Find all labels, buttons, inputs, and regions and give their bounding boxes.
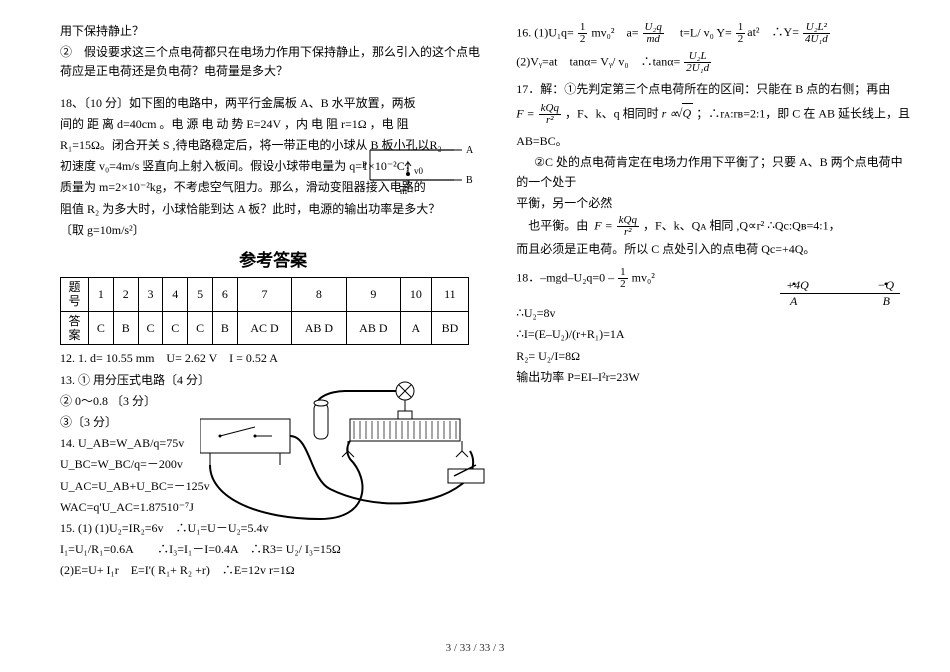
answers-heading: 参考答案 [60,246,486,271]
text: 也平衡。由 [528,218,588,232]
answer-17d: ②C 处的点电荷肯定在电场力作用下平衡了；只要 A、B 两个点电荷中的一个处于 [516,153,910,191]
text: a= [626,25,638,39]
text-line: 用下保持静止？ [60,22,486,41]
circuit-svg: A B v0 m P [362,140,492,204]
text: at² ∴Y= [747,25,799,39]
answer-18e: 输出功率 P=EI–I²r=23W [516,368,910,387]
q18-line: 间的 距 离 d=40cm 。电 源 电 动 势 E=24V ，内 电 阻 r=… [60,115,486,134]
svg-text:v0: v0 [414,166,424,176]
table-cell: 2 [113,277,138,311]
fraction: U₂L2U₁d [684,51,711,74]
table-cell: 11 [431,277,469,311]
capacitor-circuit-diagram: A B v0 m P [362,140,492,200]
table-row: 答案 C B C C C B AC D AB D AB D A BD [61,311,469,345]
text: ，F、k、q 相同时 [565,106,659,120]
formula: F = [516,106,534,120]
q18-line: 18、〔10 分〕如下图的电路中，两平行金属板 A、B 水平放置，两板 [60,94,486,113]
table-cell: 8 [292,277,346,311]
experiment-svg [200,379,500,539]
charge-line-diagram: +4Q −Q A B [780,278,900,309]
fraction: kQqr² [539,103,561,126]
sqrt: Q [682,103,693,123]
table-cell: C [188,311,213,345]
text-line: ② 假设要求这三个点电荷都只在电场力作用下保持静止，那么引入的这个点电荷应是正电… [60,43,486,81]
answers-table: 题号 1 2 3 4 5 6 7 8 9 10 11 答案 C B C C C … [60,277,469,346]
text: (2)Vᵧ=at tanα= Vᵧ/ v₀ ∴tanα= [516,54,680,68]
table-row: 题号 1 2 3 4 5 6 7 8 9 10 11 [61,277,469,311]
page-container: 用下保持静止？ ② 假设要求这三个点电荷都只在电场力作用下保持静止，那么引入的这… [0,0,950,672]
text: mv₀² [591,25,614,39]
point-label: B [883,294,890,309]
formula: F = [594,218,612,232]
answer-15c: (2)E=U+ I₁r E=I'( R₁+ R₂ +r) ∴E=12v r=1Ω [60,561,486,580]
table-cell: C [163,311,188,345]
table-cell: AB D [346,311,400,345]
experiment-diagram [200,379,500,539]
row-header: 答案 [61,311,89,345]
fraction: 12 [578,22,588,45]
table-cell: A [401,311,432,345]
table-cell: C [138,311,163,345]
answer-15b: I₁=U₁/R₁=0.6A ∴I₃=I₁－I=0.4A ∴R3= U₂/ I₃=… [60,540,486,559]
fraction: U₂L²4U₁d [803,22,830,45]
answer-17f: 也平衡。由 F = kQqr² ，F、k、Qᴀ 相同 ,Q∝r² ∴Qc:Qʙ=… [516,215,910,238]
text: ；∴rᴀ:rʙ=2:1，即 C 在 AB 延长线上，且 [696,106,910,120]
table-cell: B [113,311,138,345]
table-cell: 9 [346,277,400,311]
table-cell: 10 [401,277,432,311]
text: t=L/ v₀ Y= [680,25,732,39]
answer-16-1: 16. (1)U₁q= 12 mv₀² a= U₂qmd t=L/ v₀ Y= … [516,22,910,45]
table-cell: 3 [138,277,163,311]
table-cell: BD [431,311,469,345]
answer-17a: 17．解：①先判定第三个点电荷所在的区间：只能在 B 点的右侧；再由 [516,80,910,99]
answer-17h: 而且必须是正电荷。所以 C 点处引入的点电荷 Qc=+4Q。 [516,240,910,259]
row-header: 题号 [61,277,89,311]
table-cell: C [89,311,114,345]
answer-12: 12. 1. d= 10.55 mm U= 2.62 V I = 0.52 A [60,349,486,368]
table-cell: 4 [163,277,188,311]
answer-18c: ∴I=(E–U₂)/(r+R₁)=1A [516,325,910,344]
table-cell: B [212,311,237,345]
text: 18．–mgd–U₂q=0 – [516,270,614,284]
q18-line: 〔取 g=10m/s²〕 [60,221,486,240]
answer-17b: F = kQqr² ，F、k、q 相同时 r ∝ Q ；∴rᴀ:rʙ=2:1，即… [516,103,910,126]
answer-17c: AB=BC。 [516,132,910,151]
answer-18d: R₂= U₂/I=8Ω [516,347,910,366]
table-cell: AB D [292,311,346,345]
answer-16-2: (2)Vᵧ=at tanα= Vᵧ/ v₀ ∴tanα= U₂L2U₁d [516,51,910,74]
fraction: U₂qmd [643,22,664,45]
table-cell: 7 [237,277,291,311]
answer-17e: 平衡，另一个必然 [516,194,910,213]
table-cell: 5 [188,277,213,311]
text: 16. (1)U₁q= [516,25,574,39]
right-column: 16. (1)U₁q= 12 mv₀² a= U₂qmd t=L/ v₀ Y= … [516,20,910,642]
fraction: kQqr² [617,215,639,238]
svg-text:P: P [362,160,367,170]
fraction: 12 [618,267,628,290]
svg-text:m: m [400,186,407,196]
point-label: A [790,294,797,309]
table-cell: 6 [212,277,237,311]
fraction: 12 [736,22,746,45]
table-cell: 1 [89,277,114,311]
svg-text:B: B [466,175,473,186]
text: mv₀² [632,270,655,284]
text: ，F、k、Qᴀ 相同 ,Q∝r² ∴Qc:Qʙ=4:1， [643,218,841,232]
page-footer: 3 / 33 / 33 / 3 [0,642,950,654]
left-column: 用下保持静止？ ② 假设要求这三个点电荷都只在电场力作用下保持静止，那么引入的这… [60,20,486,642]
table-cell: AC D [237,311,291,345]
svg-text:A: A [466,145,474,156]
